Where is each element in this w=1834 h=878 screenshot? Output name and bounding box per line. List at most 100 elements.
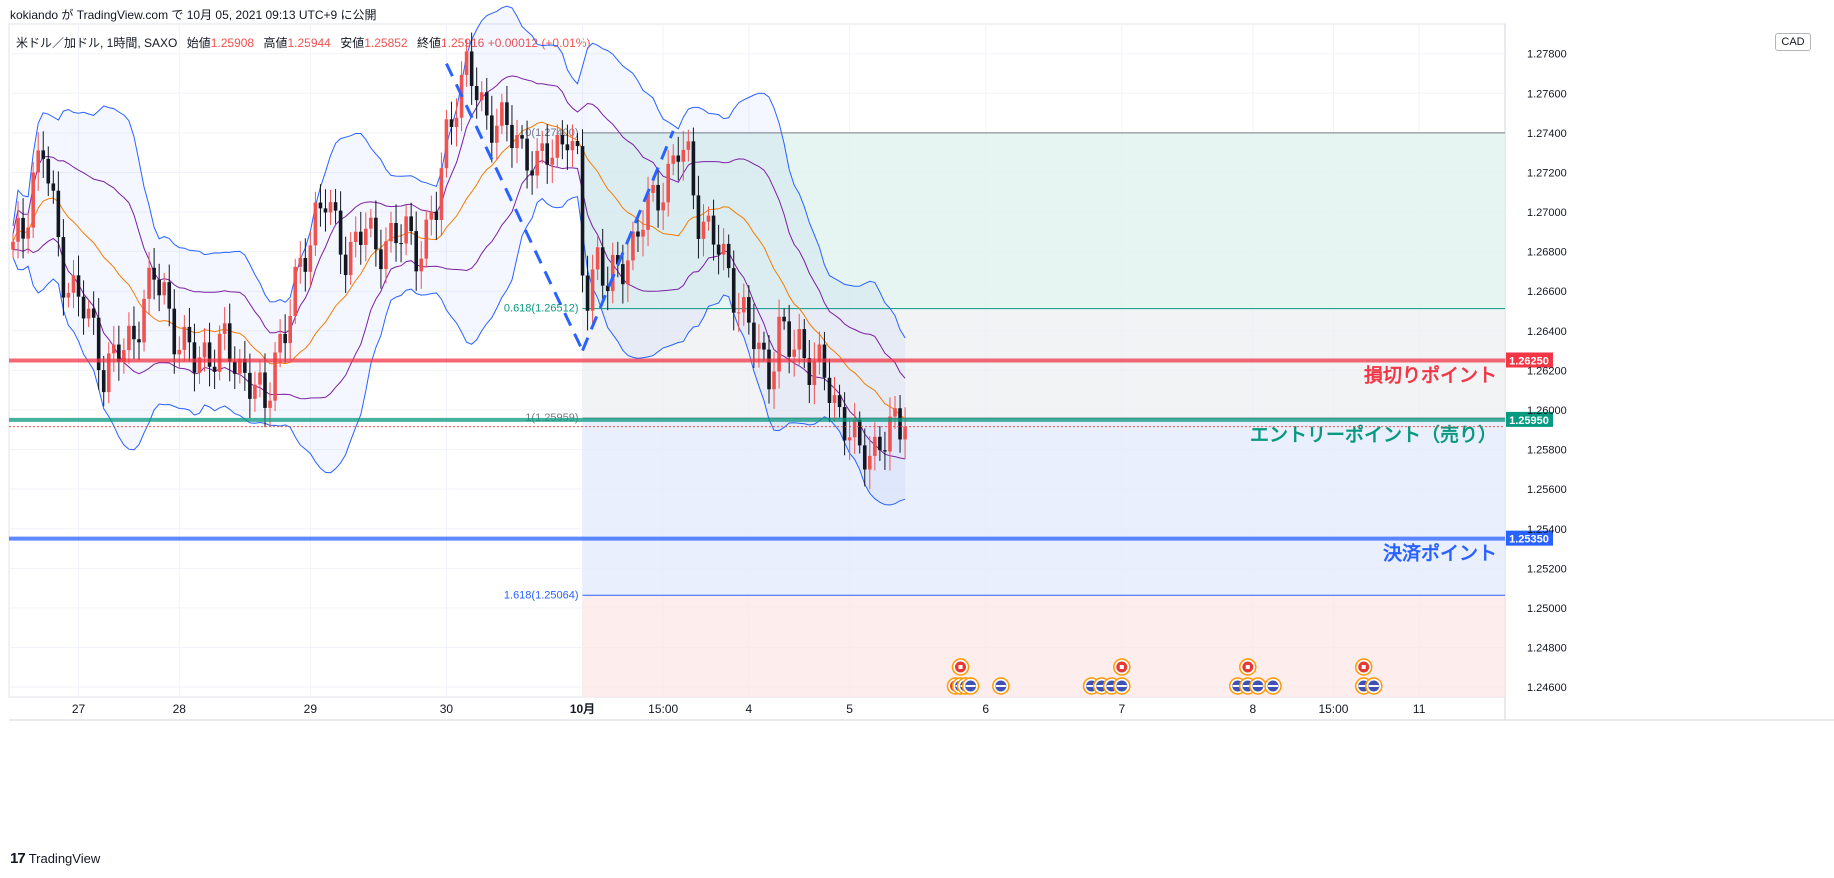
candle-body: [842, 407, 847, 441]
candle-body: [903, 426, 907, 440]
low-label: 安値: [340, 36, 365, 50]
candle-body: [253, 384, 257, 399]
candle-body: [893, 408, 897, 417]
candle-body: [646, 192, 650, 230]
brand-name: TradingView: [28, 851, 101, 866]
candle-body: [832, 395, 837, 403]
candle-body: [66, 292, 71, 298]
candle-body: [777, 316, 781, 372]
candle-body: [56, 190, 61, 238]
candle-body: [520, 135, 524, 139]
event-marker-us[interactable]: [1239, 677, 1257, 695]
candle-body: [137, 339, 141, 343]
candle-body: [434, 211, 439, 220]
us-stripe-icon: [1232, 685, 1243, 687]
candle-body: [550, 157, 555, 165]
currency-button[interactable]: CAD: [1775, 33, 1811, 51]
event-marker-ca[interactable]: [946, 677, 965, 695]
time-tick-label: 28: [173, 702, 187, 716]
candle-body: [374, 217, 378, 250]
candle-body: [31, 172, 35, 228]
grid: [8, 23, 1834, 721]
event-marker-us[interactable]: [951, 677, 970, 695]
candle-body: [41, 150, 46, 159]
price-axis[interactable]: 1.27800 1.27600 1.27400 1.27200 1.27000 1.268…: [1527, 49, 1567, 694]
candle-body: [837, 395, 842, 408]
fibonacci-extension[interactable]: 0(1.27400) 0.618(1.26512) 1(1.25959) 1.618(…: [504, 127, 1505, 697]
candle-body: [46, 158, 51, 184]
candle-body: [187, 326, 192, 343]
candle-body: [71, 275, 76, 293]
time-axis[interactable]: 27 28 29 30 10月 15:00 4 5 6 7 8 15:00 11: [72, 702, 1426, 716]
candle-body: [313, 202, 318, 246]
event-marker-us[interactable]: [1113, 677, 1131, 695]
event-marker-us[interactable]: [992, 677, 1010, 695]
candle-body: [152, 267, 156, 280]
wave-line[interactable]: [581, 130, 675, 352]
event-marker-ca[interactable]: [1354, 658, 1373, 676]
event-marker-us[interactable]: [1228, 677, 1247, 695]
event-marker-ca[interactable]: [1239, 658, 1257, 676]
candle-body: [701, 221, 706, 239]
line-annotation: 損切りポイント: [1364, 364, 1497, 387]
wave-lines[interactable]: [445, 62, 675, 352]
wave-line[interactable]: [445, 62, 584, 352]
price-tick-label: 1.27600: [1527, 88, 1567, 100]
canada-flag-icon: [949, 680, 961, 692]
us-stripe-icon: [1242, 685, 1253, 687]
event-marker-us[interactable]: [1365, 677, 1383, 695]
candle-body: [369, 217, 373, 229]
maple-leaf-icon: [1245, 665, 1250, 669]
fib-level-label: 0.618(1.26512): [504, 303, 579, 315]
event-marker-ca[interactable]: [1113, 658, 1131, 676]
candle-body: [202, 342, 207, 358]
candle-body: [464, 51, 469, 75]
candle-body: [580, 146, 585, 276]
candle-body: [217, 333, 222, 372]
us-flag-icon: [965, 680, 977, 692]
event-marker-us[interactable]: [1354, 677, 1373, 695]
candle-body: [177, 349, 182, 355]
candle-body: [283, 333, 287, 344]
candle-body: [323, 208, 328, 213]
event-marker-us[interactable]: [961, 677, 980, 695]
event-marker-us[interactable]: [1264, 677, 1282, 695]
us-flag-icon: [1232, 680, 1244, 692]
lower-band-line: [12, 196, 906, 506]
time-tick-label: 15:00: [1318, 702, 1348, 716]
event-marker-us[interactable]: [1102, 677, 1121, 695]
event-marker-us[interactable]: [1082, 677, 1101, 695]
candle-body: [459, 74, 464, 118]
candle-body: [338, 210, 343, 255]
candle-body: [288, 315, 292, 344]
candle-body: [364, 228, 368, 245]
us-flag-icon: [960, 680, 972, 692]
candle-body: [782, 316, 786, 322]
close-value: 1.25916: [440, 36, 485, 50]
us-stripe-icon: [1086, 685, 1097, 687]
candle-body: [333, 202, 338, 211]
high-value: 1.25944: [287, 36, 331, 50]
candle-body: [505, 102, 509, 125]
candle-body: [515, 135, 519, 149]
price-tick-label: 1.24600: [1527, 682, 1567, 694]
us-flag-icon: [1086, 680, 1098, 692]
candle-body: [807, 358, 812, 386]
symbol-name[interactable]: 米ドル／加ドル, 1時間, SAXO: [16, 36, 178, 50]
event-marker-us[interactable]: [1092, 677, 1111, 695]
event-markers[interactable]: [946, 658, 1383, 695]
candle-body: [631, 231, 635, 261]
candle-body: [293, 266, 298, 316]
maple-leaf-icon: [953, 684, 958, 688]
event-marker-ca[interactable]: [951, 658, 970, 676]
price-tick-label: 1.26200: [1527, 365, 1567, 377]
price-tick-label: 1.27000: [1527, 207, 1567, 219]
candle-body: [590, 269, 595, 311]
time-tick-label: 4: [745, 702, 752, 716]
event-marker-us[interactable]: [956, 677, 975, 695]
horizontal-lines[interactable]: 1.26250 損切りポイント 1.25950 エントリーポイント（売り） 1.2535…: [9, 352, 1553, 565]
price-tag-label: 1.25950: [1509, 415, 1549, 427]
candle-body: [91, 308, 96, 318]
event-marker-us[interactable]: [1249, 677, 1267, 695]
